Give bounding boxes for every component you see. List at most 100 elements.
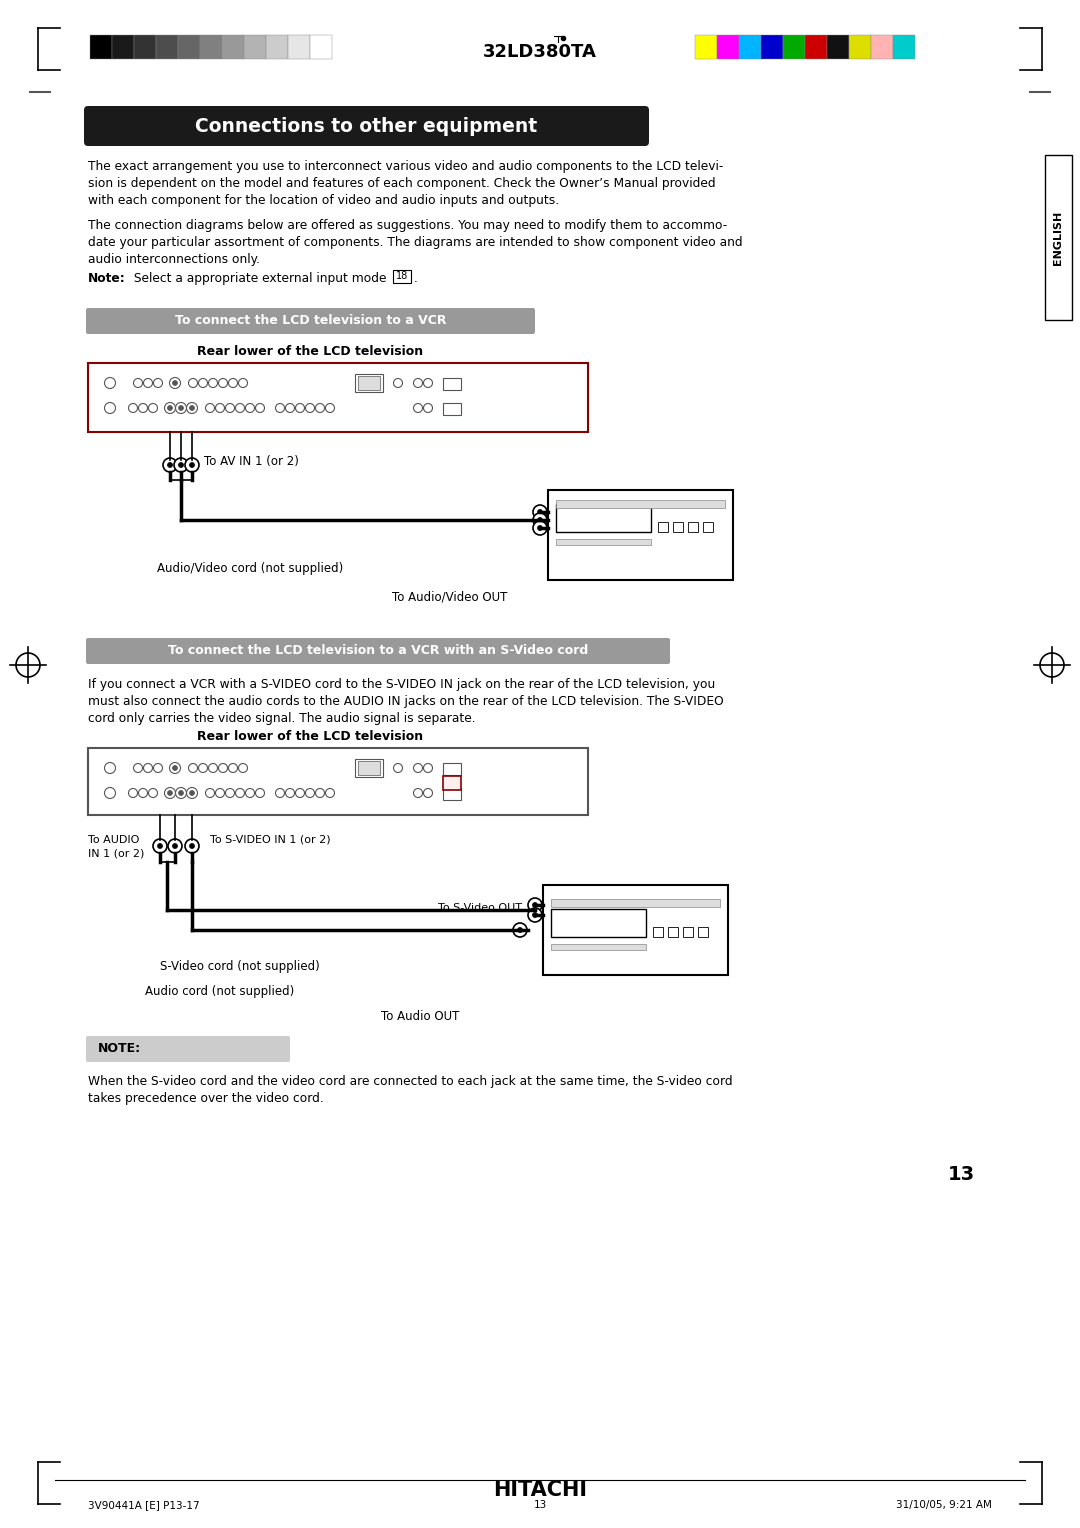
- Circle shape: [178, 405, 184, 411]
- Circle shape: [216, 403, 225, 413]
- Circle shape: [513, 923, 527, 937]
- Bar: [288, 35, 310, 60]
- Text: audio interconnections only.: audio interconnections only.: [87, 254, 260, 266]
- Circle shape: [149, 788, 158, 798]
- Circle shape: [168, 839, 183, 853]
- Text: cord only carries the video signal. The audio signal is separate.: cord only carries the video signal. The …: [87, 712, 475, 724]
- Bar: [805, 35, 827, 60]
- Circle shape: [306, 788, 314, 798]
- Circle shape: [229, 379, 238, 388]
- Text: Note:: Note:: [87, 272, 125, 286]
- Circle shape: [129, 788, 137, 798]
- Bar: [827, 35, 849, 60]
- Circle shape: [134, 379, 143, 388]
- Bar: [556, 539, 651, 545]
- Circle shape: [423, 379, 432, 388]
- Circle shape: [185, 458, 199, 472]
- Text: 18: 18: [396, 270, 408, 281]
- Text: with each component for the location of video and audio inputs and outputs.: with each component for the location of …: [87, 194, 559, 206]
- Circle shape: [158, 843, 162, 848]
- Circle shape: [534, 521, 546, 535]
- Circle shape: [538, 526, 542, 530]
- Bar: [683, 927, 693, 937]
- Bar: [551, 898, 720, 908]
- Circle shape: [187, 402, 198, 414]
- Circle shape: [105, 787, 116, 799]
- Circle shape: [170, 377, 180, 388]
- Text: The exact arrangement you use to interconnect various video and audio components: The exact arrangement you use to interco…: [87, 160, 724, 173]
- Bar: [870, 35, 893, 60]
- FancyBboxPatch shape: [84, 105, 649, 147]
- Circle shape: [528, 908, 542, 921]
- Circle shape: [189, 764, 198, 773]
- Text: The connection diagrams below are offered as suggestions. You may need to modify: The connection diagrams below are offere…: [87, 219, 727, 232]
- Text: Rear lower of the LCD television: Rear lower of the LCD television: [197, 345, 423, 358]
- Bar: [543, 885, 728, 975]
- Circle shape: [173, 766, 177, 770]
- Text: S-Video cord (not supplied): S-Video cord (not supplied): [160, 960, 320, 973]
- Bar: [669, 927, 678, 937]
- Circle shape: [275, 788, 284, 798]
- Circle shape: [538, 509, 542, 515]
- Circle shape: [1040, 652, 1064, 677]
- Text: date your particular assortment of components. The diagrams are intended to show: date your particular assortment of compo…: [87, 235, 743, 249]
- Circle shape: [16, 652, 40, 677]
- Bar: [90, 35, 112, 60]
- Bar: [1045, 154, 1072, 319]
- Bar: [551, 944, 646, 950]
- Circle shape: [105, 762, 116, 773]
- Circle shape: [226, 403, 234, 413]
- Circle shape: [174, 458, 188, 472]
- Text: To connect the LCD television to a VCR with an S-Video cord: To connect the LCD television to a VCR w…: [167, 645, 589, 657]
- Text: IN 1 (or 2): IN 1 (or 2): [87, 848, 145, 859]
- Circle shape: [239, 764, 247, 773]
- Circle shape: [144, 379, 152, 388]
- Text: To S-Video OUT: To S-Video OUT: [438, 903, 522, 914]
- Bar: [355, 759, 383, 778]
- Circle shape: [187, 787, 198, 799]
- Text: Rear lower of the LCD television: Rear lower of the LCD television: [197, 730, 423, 743]
- Text: To AUDIO: To AUDIO: [87, 834, 139, 845]
- Text: takes precedence over the video cord.: takes precedence over the video cord.: [87, 1093, 324, 1105]
- Circle shape: [245, 788, 255, 798]
- Circle shape: [164, 402, 175, 414]
- Bar: [443, 776, 461, 790]
- Bar: [443, 377, 461, 390]
- Circle shape: [138, 788, 148, 798]
- Circle shape: [414, 403, 422, 413]
- Circle shape: [218, 764, 228, 773]
- Bar: [112, 35, 134, 60]
- Circle shape: [163, 458, 177, 472]
- Circle shape: [256, 788, 265, 798]
- Bar: [87, 364, 588, 432]
- FancyBboxPatch shape: [393, 270, 411, 283]
- Bar: [355, 374, 383, 393]
- Text: Audio/Video cord (not supplied): Audio/Video cord (not supplied): [157, 562, 343, 575]
- Circle shape: [105, 402, 116, 414]
- Bar: [653, 927, 663, 937]
- Text: Select a appropriate external input mode: Select a appropriate external input mode: [130, 272, 387, 286]
- Circle shape: [164, 787, 175, 799]
- Bar: [222, 35, 244, 60]
- Circle shape: [178, 790, 184, 796]
- Bar: [200, 35, 222, 60]
- Bar: [310, 35, 332, 60]
- Text: To Audio OUT: To Audio OUT: [381, 1010, 459, 1024]
- Text: To Audio/Video OUT: To Audio/Video OUT: [392, 590, 508, 604]
- Circle shape: [167, 463, 173, 468]
- Circle shape: [189, 843, 194, 848]
- Circle shape: [296, 403, 305, 413]
- Bar: [696, 35, 717, 60]
- Circle shape: [306, 403, 314, 413]
- Circle shape: [532, 912, 538, 917]
- Circle shape: [189, 405, 194, 411]
- Circle shape: [205, 788, 215, 798]
- Text: If you connect a VCR with a S-VIDEO cord to the S-VIDEO IN jack on the rear of t: If you connect a VCR with a S-VIDEO cord…: [87, 678, 715, 691]
- Bar: [266, 35, 288, 60]
- Text: Audio cord (not supplied): Audio cord (not supplied): [146, 986, 295, 998]
- Bar: [357, 376, 380, 390]
- Circle shape: [325, 403, 335, 413]
- Bar: [761, 35, 783, 60]
- Circle shape: [235, 403, 244, 413]
- Circle shape: [239, 379, 247, 388]
